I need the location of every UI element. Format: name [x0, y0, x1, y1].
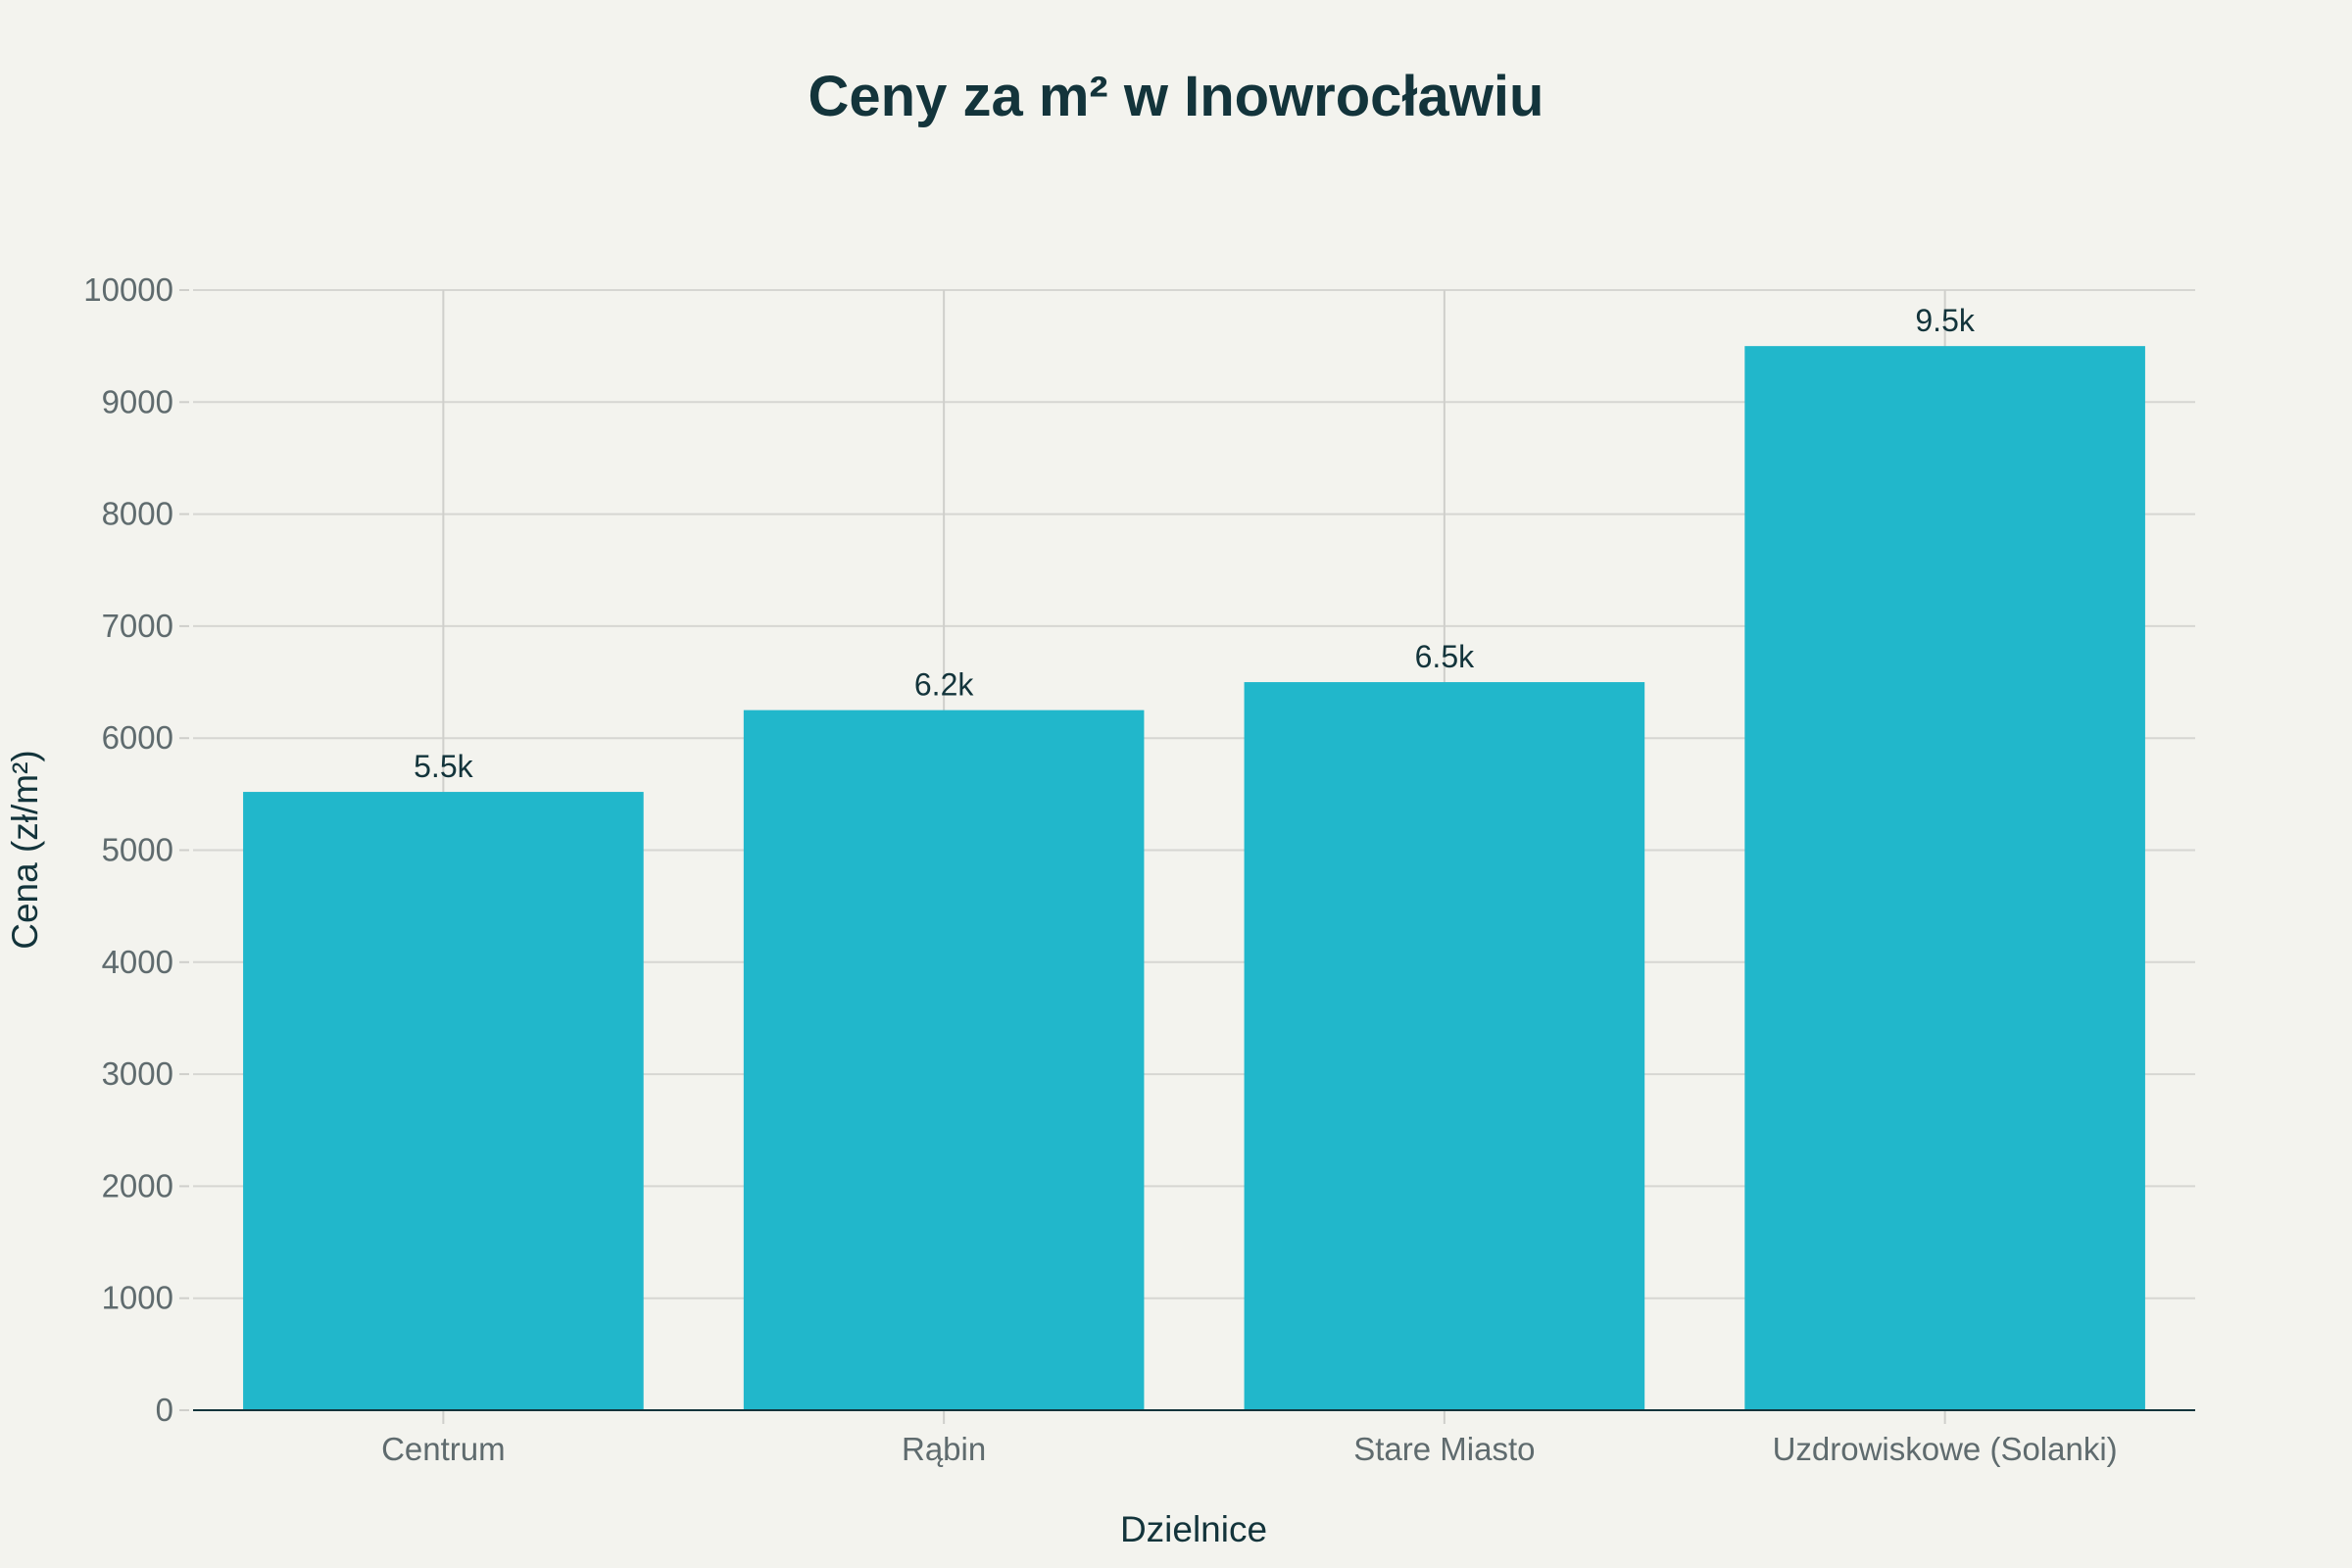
y-tick-label: 1000: [102, 1280, 173, 1316]
chart-title: Ceny za m² w Inowrocławiu: [808, 65, 1544, 128]
bar: [743, 710, 1145, 1410]
y-tick-label: 10000: [83, 271, 173, 308]
bar-value-label: 6.2k: [914, 667, 974, 703]
bar-value-label: 6.5k: [1415, 639, 1475, 674]
y-tick-label: 2000: [102, 1167, 173, 1203]
bar: [243, 792, 644, 1410]
y-tick-label: 8000: [102, 496, 173, 532]
bar: [1244, 682, 1645, 1410]
bars: 5.5k 6.2k 6.5k 9.5k: [243, 303, 2145, 1410]
bar-value-label: 5.5k: [414, 749, 473, 784]
bar: [1744, 346, 2145, 1410]
y-tick-label: 7000: [102, 608, 173, 644]
bar-value-label: 9.5k: [1915, 303, 1975, 338]
x-tick-label: Stare Miasto: [1353, 1431, 1535, 1467]
y-axis-ticks: 0 1000 2000 3000 4000 5000 6000 7000 8000 9000 100…: [83, 271, 189, 1428]
y-tick-label: 3000: [102, 1055, 173, 1092]
x-tick-label: Centrum: [381, 1431, 506, 1467]
x-tick-label: Rąbin: [902, 1431, 986, 1467]
y-tick-label: 0: [156, 1392, 173, 1428]
y-tick-label: 4000: [102, 944, 173, 980]
y-axis-label: Cena (zł/m²): [5, 750, 45, 950]
y-tick-label: 5000: [102, 832, 173, 868]
x-tick-label: Uzdrowiskowe (Solanki): [1773, 1431, 2118, 1467]
y-tick-label: 9000: [102, 383, 173, 419]
x-axis-ticks: Centrum Rąbin Stare Miasto Uzdrowiskowe (So…: [381, 1431, 2118, 1467]
y-tick-label: 6000: [102, 719, 173, 756]
x-axis-label: Dzielnice: [1120, 1509, 1267, 1549]
